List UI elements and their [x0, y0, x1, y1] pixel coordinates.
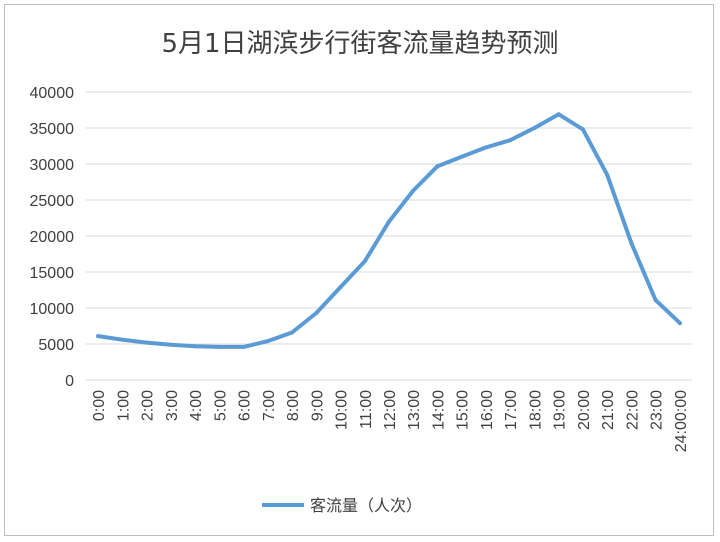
x-tick-label: 14:00: [430, 390, 447, 430]
series-line: [96, 112, 682, 349]
data-point: [314, 311, 319, 315]
x-tick-label: 12:00: [382, 390, 399, 430]
data-point: [144, 340, 149, 345]
data-point: [435, 164, 440, 169]
series-group: [96, 112, 682, 349]
data-point: [580, 127, 585, 132]
x-tick-label: 17:00: [503, 390, 520, 430]
y-tick-label: 5000: [38, 337, 74, 354]
data-point: [556, 112, 561, 117]
data-point: [265, 339, 270, 344]
x-tick-label: 9:00: [309, 390, 326, 421]
x-tick-label: 15:00: [455, 390, 472, 430]
data-point: [193, 344, 198, 349]
y-tick-label: 35000: [30, 121, 75, 138]
data-point: [120, 337, 125, 342]
legend-label: 客流量（人次）: [310, 496, 422, 515]
data-point: [362, 259, 367, 264]
y-tick-label: 15000: [30, 265, 75, 282]
x-tick-label: 20:00: [576, 390, 593, 430]
x-tick-label: 23:00: [649, 390, 666, 430]
data-point: [338, 285, 343, 290]
x-tick-label: 3:00: [164, 390, 181, 421]
x-tick-label: 11:00: [358, 390, 375, 429]
chart-title: 5月1日湖滨步行街客流量趋势预测: [161, 29, 558, 59]
x-tick-label: 18:00: [527, 390, 544, 430]
data-point: [96, 334, 101, 339]
data-point: [387, 219, 391, 224]
y-tick-label: 10000: [30, 301, 75, 318]
x-tick-label: 2:00: [140, 390, 157, 421]
x-tick-label: 6:00: [237, 390, 254, 421]
data-point: [508, 138, 513, 143]
data-point: [459, 154, 464, 159]
y-tick-label: 0: [65, 373, 74, 390]
data-point: [217, 344, 222, 349]
x-tick-label: 1:00: [115, 390, 132, 421]
x-tick-label: 5:00: [212, 390, 229, 421]
x-tick-label: 4:00: [188, 390, 205, 421]
data-point: [677, 321, 682, 326]
x-tick-label: 0:00: [91, 390, 108, 421]
data-point: [653, 298, 658, 303]
data-point: [411, 188, 416, 193]
x-tick-label: 16:00: [479, 390, 496, 430]
data-point: [484, 145, 488, 150]
data-point: [629, 241, 634, 246]
y-tick-label: 25000: [30, 193, 75, 210]
data-point: [532, 126, 537, 130]
x-tick-label: 8:00: [285, 390, 302, 421]
x-tick-label: 19:00: [552, 390, 569, 430]
data-point: [605, 172, 610, 177]
y-tick-label: 20000: [30, 229, 75, 246]
x-tick-label: 7:00: [261, 390, 278, 421]
x-tick-label: 21:00: [600, 390, 617, 430]
y-tick-label: 30000: [30, 157, 75, 174]
data-point: [168, 342, 173, 347]
data-point: [290, 330, 294, 335]
y-axis-ticks: 0 5000 10000 15000 20000 25000 30000 35000 40000: [30, 85, 75, 390]
y-tick-label: 40000: [30, 85, 75, 102]
data-point: [241, 344, 246, 349]
x-tick-label: 13:00: [406, 390, 423, 430]
gridlines: [86, 91, 692, 381]
legend: 客流量（人次）: [262, 496, 422, 515]
x-axis-ticks: 0:00 1:00 2:00 3:00 4:00 5:00 6:00 7:00 8:00 9:00…: [91, 390, 690, 452]
x-tick-label: 24:00:00: [673, 390, 690, 452]
x-tick-label: 10:00: [334, 390, 351, 430]
x-tick-label: 22:00: [624, 390, 641, 430]
